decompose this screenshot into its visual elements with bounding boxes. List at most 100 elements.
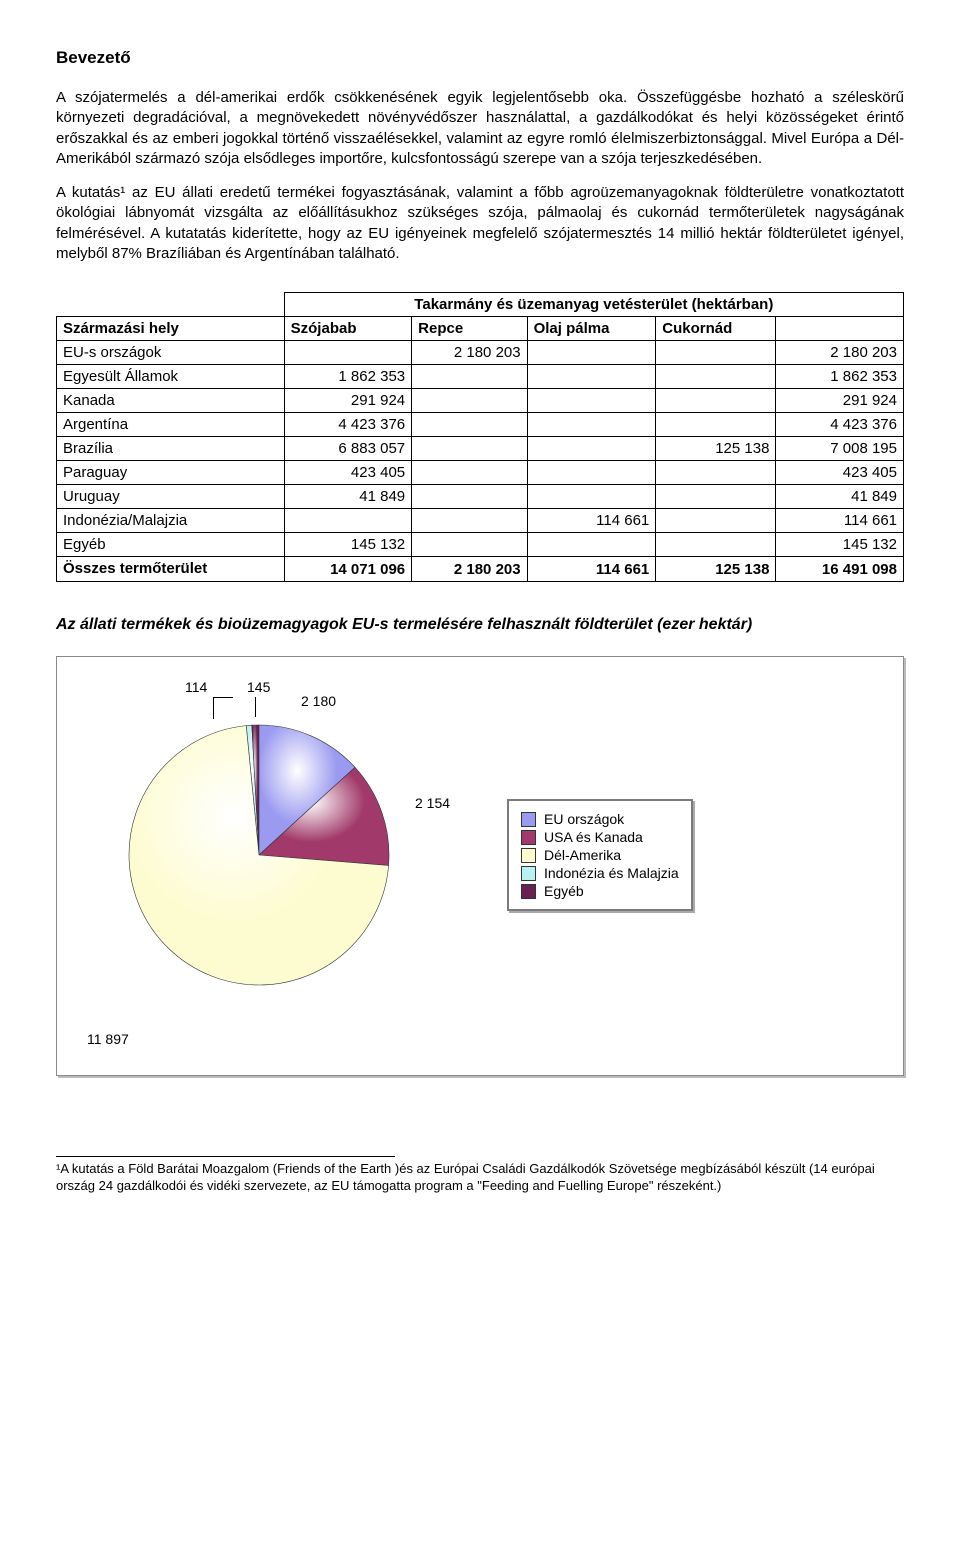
cell: 41 849 bbox=[284, 485, 412, 509]
pie-chart: 114 145 2 180 2 154 bbox=[79, 675, 479, 1035]
cell: 291 924 bbox=[284, 389, 412, 413]
cell: 2 180 203 bbox=[776, 341, 904, 365]
table-row: Egyéb145 132145 132 bbox=[57, 533, 904, 557]
pie-callout-145: 145 bbox=[247, 679, 270, 695]
col-origin: Származási hely bbox=[57, 317, 285, 341]
legend-item: Egyéb bbox=[521, 883, 679, 899]
total-1: 2 180 203 bbox=[412, 557, 527, 582]
legend-item: EU országok bbox=[521, 811, 679, 827]
cell: 145 132 bbox=[776, 533, 904, 557]
table-row: Uruguay41 84941 849 bbox=[57, 485, 904, 509]
legend-item: USA és Kanada bbox=[521, 829, 679, 845]
legend-label: Dél-Amerika bbox=[544, 847, 621, 863]
data-table: Takarmány és üzemanyag vetésterület (hek… bbox=[56, 292, 904, 582]
total-3: 125 138 bbox=[656, 557, 776, 582]
cell bbox=[412, 533, 527, 557]
cell bbox=[527, 437, 656, 461]
cell bbox=[527, 389, 656, 413]
cell bbox=[527, 485, 656, 509]
cell bbox=[656, 365, 776, 389]
total-0: 14 071 096 bbox=[284, 557, 412, 582]
cell: 114 661 bbox=[776, 509, 904, 533]
cell bbox=[656, 533, 776, 557]
cell bbox=[656, 509, 776, 533]
row-label: Uruguay bbox=[57, 485, 285, 509]
table-row: Egyesült Államok1 862 3531 862 353 bbox=[57, 365, 904, 389]
cell: 6 883 057 bbox=[284, 437, 412, 461]
legend-swatch bbox=[521, 848, 536, 863]
table-row: Brazília6 883 057 125 1387 008 195 bbox=[57, 437, 904, 461]
col-soy: Szójabab bbox=[284, 317, 412, 341]
legend-swatch bbox=[521, 866, 536, 881]
legend-item: Dél-Amerika bbox=[521, 847, 679, 863]
table-row: Argentína4 423 3764 423 376 bbox=[57, 413, 904, 437]
row-label: Paraguay bbox=[57, 461, 285, 485]
legend-label: Egyéb bbox=[544, 883, 584, 899]
col-sugar: Cukornád bbox=[656, 317, 776, 341]
table-top-header: Takarmány és üzemanyag vetésterület (hek… bbox=[284, 293, 903, 317]
cell bbox=[527, 341, 656, 365]
cell: 4 423 376 bbox=[284, 413, 412, 437]
cell bbox=[284, 341, 412, 365]
cell: 423 405 bbox=[776, 461, 904, 485]
table-row: EU-s országok 2 180 203 2 180 203 bbox=[57, 341, 904, 365]
legend-label: EU országok bbox=[544, 811, 624, 827]
footnote-text: ¹A kutatás a Föld Barátai Moazgalom (Fri… bbox=[56, 1161, 904, 1195]
cell: 291 924 bbox=[776, 389, 904, 413]
legend-swatch bbox=[521, 812, 536, 827]
row-label: Egyéb bbox=[57, 533, 285, 557]
cell bbox=[656, 341, 776, 365]
cell bbox=[656, 485, 776, 509]
cell bbox=[656, 389, 776, 413]
table-row: Kanada291 924291 924 bbox=[57, 389, 904, 413]
cell: 41 849 bbox=[776, 485, 904, 509]
cell: 114 661 bbox=[527, 509, 656, 533]
cell bbox=[527, 533, 656, 557]
legend-swatch bbox=[521, 884, 536, 899]
total-4: 16 491 098 bbox=[776, 557, 904, 582]
cell: 2 180 203 bbox=[412, 341, 527, 365]
cell bbox=[527, 461, 656, 485]
intro-paragraph-1: A szójatermelés a dél-amerikai erdők csö… bbox=[56, 88, 904, 169]
pie-callout-2180: 2 180 bbox=[301, 693, 336, 709]
cell bbox=[412, 389, 527, 413]
col-total bbox=[776, 317, 904, 341]
legend-label: USA és Kanada bbox=[544, 829, 643, 845]
cell bbox=[412, 461, 527, 485]
cell bbox=[412, 365, 527, 389]
cell: 145 132 bbox=[284, 533, 412, 557]
cell bbox=[527, 413, 656, 437]
cell bbox=[412, 437, 527, 461]
page-title: Bevezető bbox=[56, 48, 904, 68]
cell bbox=[412, 509, 527, 533]
table-row: Indonézia/Malajzia 114 661 114 661 bbox=[57, 509, 904, 533]
cell bbox=[656, 461, 776, 485]
cell bbox=[527, 365, 656, 389]
col-palm: Olaj pálma bbox=[527, 317, 656, 341]
cell: 423 405 bbox=[284, 461, 412, 485]
row-label: Indonézia/Malajzia bbox=[57, 509, 285, 533]
row-label: Brazília bbox=[57, 437, 285, 461]
pie-callout-114: 114 bbox=[185, 679, 207, 695]
total-label: Összes termőterület bbox=[57, 557, 285, 582]
cell bbox=[412, 413, 527, 437]
cell bbox=[656, 413, 776, 437]
row-label: Kanada bbox=[57, 389, 285, 413]
legend-label: Indonézia és Malajzia bbox=[544, 865, 679, 881]
table-row: Paraguay423 405423 405 bbox=[57, 461, 904, 485]
cell: 1 862 353 bbox=[284, 365, 412, 389]
col-rape: Repce bbox=[412, 317, 527, 341]
cell: 7 008 195 bbox=[776, 437, 904, 461]
cell: 1 862 353 bbox=[776, 365, 904, 389]
legend-item: Indonézia és Malajzia bbox=[521, 865, 679, 881]
pie-callout-2154: 2 154 bbox=[415, 795, 450, 811]
row-label: Egyesült Államok bbox=[57, 365, 285, 389]
chart-legend: EU országok USA és Kanada Dél-Amerika Indon… bbox=[507, 799, 693, 911]
chart-heading: Az állati termékek és bioüzemagyagok EU-… bbox=[56, 616, 904, 634]
row-label: EU-s országok bbox=[57, 341, 285, 365]
cell: 4 423 376 bbox=[776, 413, 904, 437]
cell: 125 138 bbox=[656, 437, 776, 461]
pie-chart-panel: 114 145 2 180 2 154 EU országok USA és Ka… bbox=[56, 656, 904, 1076]
intro-paragraph-2: A kutatás¹ az EU állati eredetű termékei… bbox=[56, 183, 904, 264]
cell bbox=[412, 485, 527, 509]
